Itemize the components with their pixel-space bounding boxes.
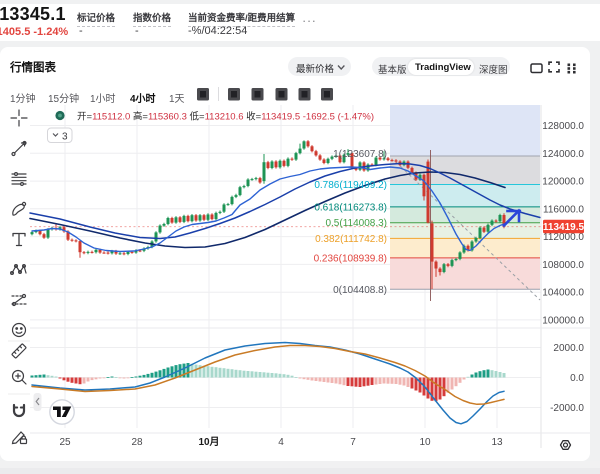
svg-text:10月: 10月 xyxy=(198,436,219,448)
svg-text:113419.5: 113419.5 xyxy=(543,222,585,233)
svg-text:-2000.0: -2000.0 xyxy=(550,403,584,414)
svg-text:124000.0: 124000.0 xyxy=(542,149,584,160)
svg-text:0.786(119499.2): 0.786(119499.2) xyxy=(314,180,387,191)
svg-text:13: 13 xyxy=(491,437,503,448)
svg-text:0.382(111742.8): 0.382(111742.8) xyxy=(315,234,387,245)
svg-text:0.618(116273.8): 0.618(116273.8) xyxy=(314,202,387,213)
svg-text:25: 25 xyxy=(59,437,71,448)
svg-text:100000.0: 100000.0 xyxy=(542,315,584,326)
svg-text:1(123607.8): 1(123607.8) xyxy=(333,149,387,160)
svg-text:0.236(108939.8): 0.236(108939.8) xyxy=(314,253,387,264)
svg-text:128000.0: 128000.0 xyxy=(542,121,584,132)
svg-text:108000.0: 108000.0 xyxy=(542,260,584,271)
svg-text:0(104408.8): 0(104408.8) xyxy=(333,285,387,296)
svg-text:3: 3 xyxy=(62,132,68,143)
svg-text:7: 7 xyxy=(350,437,356,448)
svg-text:112000.0: 112000.0 xyxy=(543,232,584,243)
svg-text:120000.0: 120000.0 xyxy=(542,177,584,188)
svg-text:0.0: 0.0 xyxy=(570,373,584,384)
svg-text:0.5(114008.3): 0.5(114008.3) xyxy=(325,218,387,229)
svg-text:28: 28 xyxy=(131,437,143,448)
svg-text:116000.0: 116000.0 xyxy=(543,204,584,215)
svg-text:10: 10 xyxy=(419,437,431,448)
svg-text:2000.0: 2000.0 xyxy=(553,343,584,354)
svg-text:开=115112.0 高=115360.3 低=113210: 开=115112.0 高=115360.3 低=113210.6 收=11341… xyxy=(77,111,374,123)
svg-text:104000.0: 104000.0 xyxy=(542,288,584,299)
svg-text:4: 4 xyxy=(278,437,284,448)
